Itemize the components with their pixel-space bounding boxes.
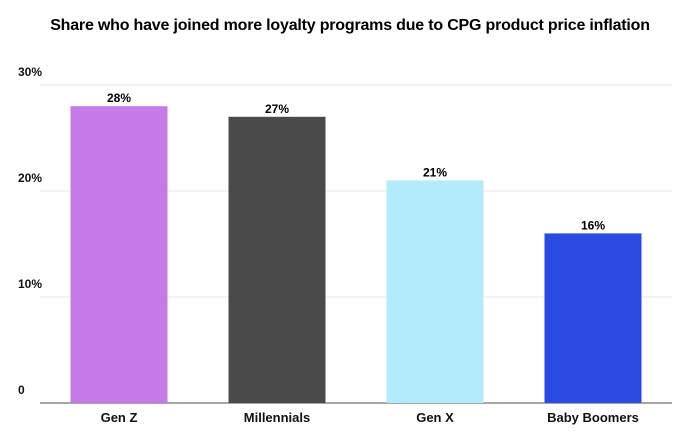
data-label: 16% (581, 218, 605, 232)
bar (70, 106, 168, 403)
data-label: 28% (107, 91, 131, 105)
bar (544, 233, 642, 403)
y-tick-label: 0 (18, 383, 25, 397)
x-tick-label: Baby Boomers (547, 410, 639, 425)
bars (70, 106, 642, 404)
data-label: 27% (265, 102, 289, 116)
y-tick-label: 10% (18, 277, 42, 291)
x-tick-label: Millennials (244, 410, 310, 425)
x-tick-label: Gen Z (101, 410, 138, 425)
bar (386, 180, 484, 403)
data-label: 21% (423, 165, 447, 179)
bar (228, 116, 326, 404)
x-tick-label: Gen X (416, 410, 454, 425)
labels: 0 10% 20% 30% 28% Gen Z 27% Millennials 21% Gen X… (18, 65, 639, 425)
y-tick-label: 30% (18, 65, 42, 79)
y-tick-label: 20% (18, 171, 42, 185)
chart-title: Share who have joined more loyalty progr… (50, 17, 650, 34)
